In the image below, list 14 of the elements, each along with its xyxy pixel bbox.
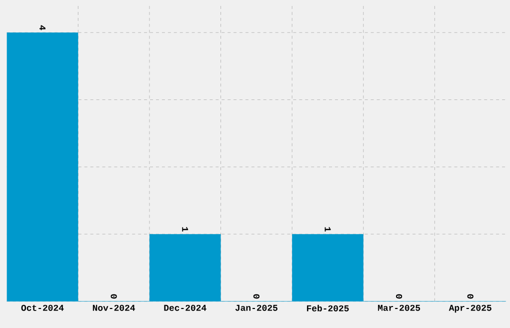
x-tick-label: Mar-2025 [378, 304, 420, 311]
data-label: 0 [467, 294, 474, 299]
data-label: 1 [324, 227, 331, 232]
data-label: 0 [253, 294, 260, 299]
data-label: 1 [182, 227, 188, 232]
x-tick-label: Dec-2024 [164, 304, 206, 311]
data-label: 4 [40, 25, 46, 30]
data-label: 0 [110, 294, 117, 299]
x-tick-label: Feb-2025 [306, 304, 349, 312]
x-tick-label: Jan-2025 [235, 304, 278, 311]
x-tick-label: Apr-2025 [448, 304, 492, 313]
x-tick-label: Nov-2024 [92, 304, 136, 311]
x-tick-label: Oct-2024 [21, 304, 64, 311]
data-label: 0 [396, 294, 402, 299]
